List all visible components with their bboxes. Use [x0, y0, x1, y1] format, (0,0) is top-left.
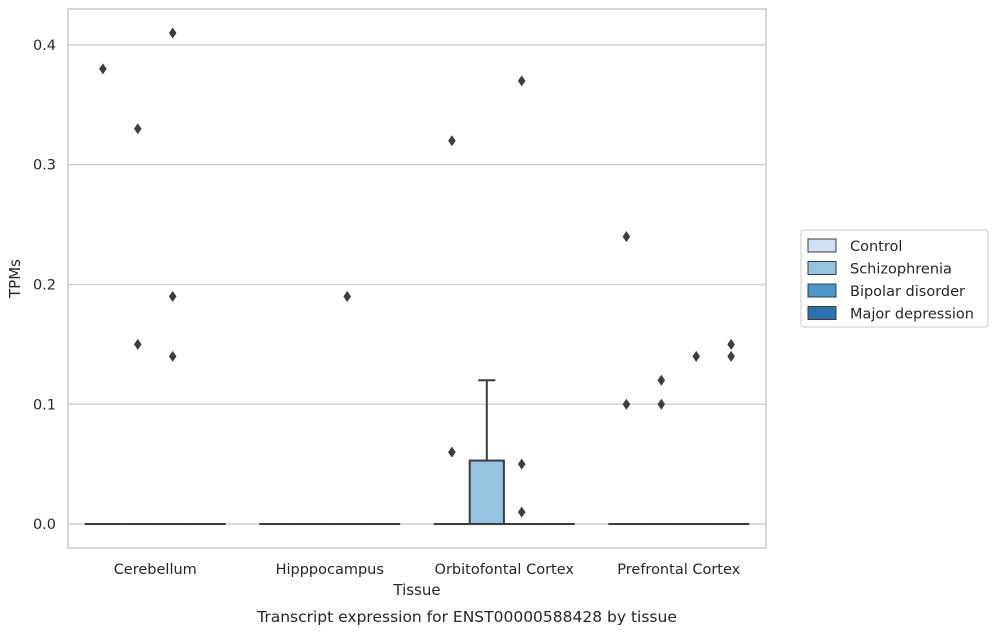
legend-swatch	[807, 238, 837, 253]
legend-label: Schizophrenia	[850, 262, 952, 278]
legend-label: Control	[850, 239, 902, 255]
outlier-points	[99, 27, 735, 518]
legend-swatch	[807, 306, 837, 320]
y-tick-label: 0.3	[33, 158, 56, 174]
x-tick-labels: Cerebellum Hipppocampus Orbitofontal Corte…	[114, 562, 741, 578]
grid-lines	[68, 44, 766, 525]
outlier-point	[517, 75, 526, 87]
legend-swatch	[807, 283, 837, 298]
legend-swatch	[807, 261, 837, 275]
outlier-point	[692, 350, 700, 362]
outlier-point	[657, 374, 666, 386]
outlier-point	[727, 350, 735, 362]
y-tick-labels: 0.0 0.1 0.2 0.3 0.4	[33, 38, 56, 533]
y-tick-label: 0.4	[33, 38, 56, 54]
outlier-point	[517, 458, 526, 470]
legend-frame	[800, 229, 989, 328]
x-tick-label: Prefrontal Cortex	[617, 562, 740, 578]
chart-caption: Transcript expression for ENST0000058842…	[256, 608, 677, 626]
legend-label: Bipolar disorder	[850, 284, 965, 300]
outlier-point	[168, 27, 177, 39]
outlier-point	[657, 398, 666, 410]
outlier-point	[448, 446, 456, 458]
outlier-point	[168, 290, 177, 302]
outlier-point	[134, 338, 142, 350]
x-tick-label: Cerebellum	[114, 562, 197, 578]
outlier-point	[134, 123, 142, 135]
box	[468, 459, 505, 526]
outlier-point	[448, 135, 456, 147]
outlier-point	[622, 398, 631, 410]
y-tick-label: 0.0	[33, 517, 56, 533]
x-tick-label: Orbitofontal Cortex	[435, 562, 575, 578]
plot-frame	[67, 8, 767, 549]
legend: Control Schizophrenia Bipolar disorder Majo…	[800, 229, 989, 328]
outlier-point	[343, 290, 351, 302]
y-tick-label: 0.2	[33, 277, 56, 293]
x-tick-label: Hipppocampus	[276, 562, 384, 578]
outlier-point	[99, 63, 107, 75]
y-axis-label: TPMs	[6, 259, 24, 299]
legend-label: Major depression	[850, 307, 974, 323]
outlier-point	[622, 231, 631, 243]
outlier-point	[517, 506, 526, 518]
y-tick-label: 0.1	[33, 397, 56, 413]
outlier-point	[168, 350, 177, 362]
outlier-point	[727, 338, 735, 350]
x-axis-label: Tissue	[392, 581, 440, 599]
box-elements	[84, 379, 750, 526]
